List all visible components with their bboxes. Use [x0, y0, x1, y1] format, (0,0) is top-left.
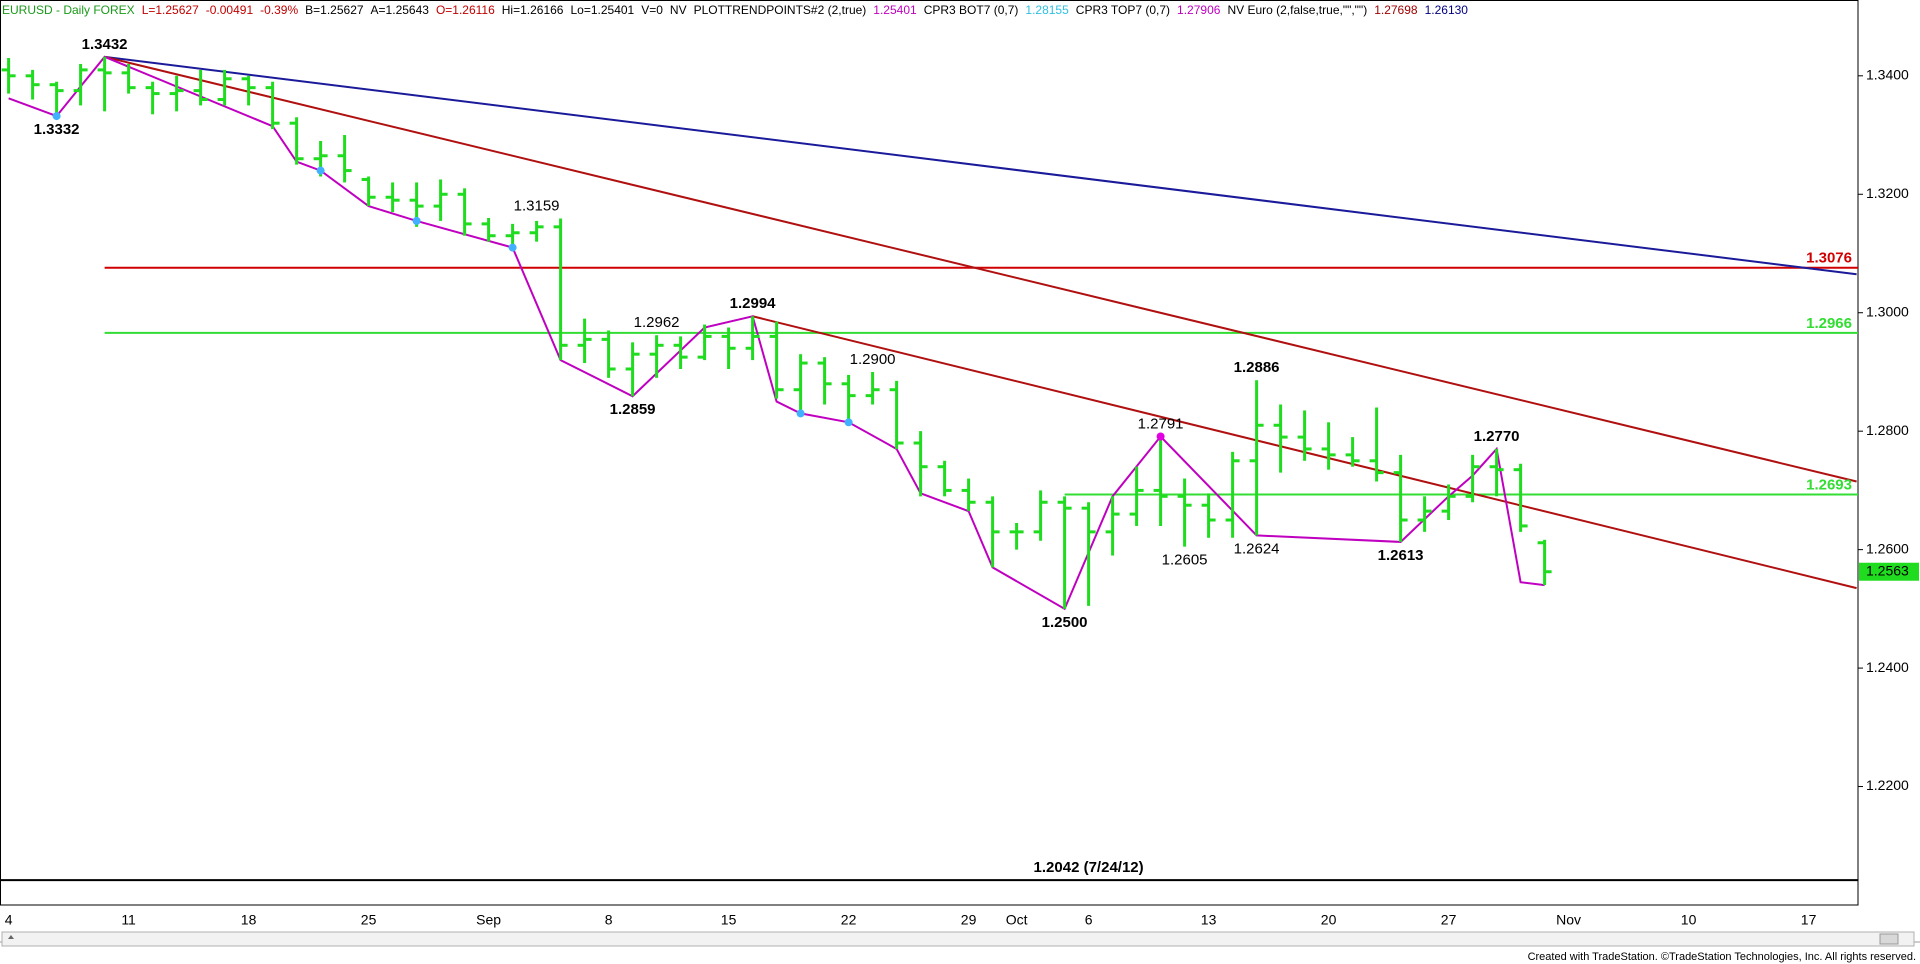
scroll-thumb[interactable]	[1879, 933, 1899, 945]
annotation: 1.2859	[610, 401, 656, 418]
header-item: PLOTTRENDPOINTS#2 (2,true)	[694, 3, 867, 17]
header-item: NV Euro (2,false,true,"","")	[1227, 3, 1367, 17]
pivot-point	[796, 409, 805, 418]
x-tick-label: Oct	[1006, 912, 1028, 928]
line	[104, 55, 1857, 276]
x-tick-label: 11	[121, 912, 136, 928]
level-label: 1.3076	[1806, 250, 1852, 267]
overlay: EURUSD - Daily FOREX L=1.25627 -0.00491 -0.…	[2, 3, 1919, 928]
annotation: 1.3159	[514, 198, 560, 215]
scroll-track[interactable]	[1, 931, 1915, 947]
annotation: 1.2886	[1234, 359, 1280, 376]
header-item: 1.27906	[1177, 3, 1221, 17]
y-tick-label: 1.3400	[1866, 67, 1909, 83]
last-price-label: 1.2563	[1866, 562, 1909, 578]
header-item: -0.00491	[206, 3, 254, 17]
annotation: 1.2624	[1234, 540, 1280, 557]
y-tick-label: 1.3000	[1866, 303, 1909, 319]
header-item: 1.26130	[1425, 3, 1469, 17]
plot-frame	[0, 0, 1859, 906]
annotation: 1.2605	[1162, 552, 1208, 569]
header-item: Hi=1.26166	[502, 3, 564, 17]
pivot-point	[412, 216, 421, 225]
header-item: B=1.25627	[305, 3, 364, 17]
y-tick-label: 1.2800	[1866, 422, 1909, 438]
header-item: A=1.25643	[371, 3, 430, 17]
level-label: 1.2966	[1806, 315, 1852, 332]
header: EURUSD - Daily FOREX L=1.25627 -0.00491 -0.…	[2, 3, 1468, 17]
x-tick-label: 25	[361, 912, 377, 928]
header-item: 1.25401	[873, 3, 917, 17]
header-item: -0.39%	[260, 3, 298, 17]
x-tick-label: 4	[5, 912, 13, 928]
header-item: CPR3 TOP7 (0,7)	[1076, 3, 1170, 17]
annotation: 1.2500	[1042, 614, 1088, 631]
x-tick-label: 8	[605, 912, 613, 928]
annotation: 1.2791	[1138, 415, 1184, 432]
pivot-point	[1156, 432, 1165, 441]
scrollbar[interactable]	[1, 931, 1915, 947]
annotation: 1.2613	[1378, 547, 1424, 564]
footer: Created with TradeStation. ©TradeStation…	[1528, 951, 1916, 963]
line	[8, 55, 1545, 611]
x-tick-label: 29	[961, 912, 977, 928]
header-item: Lo=1.25401	[570, 3, 634, 17]
y-tick-label: 1.2200	[1866, 777, 1909, 793]
x-tick-label: 13	[1201, 912, 1217, 928]
y-tick-label: 1.2600	[1866, 540, 1909, 556]
header-item: O=1.26116	[436, 3, 495, 17]
pivot-point	[508, 243, 517, 252]
x-tick-label: 6	[1085, 912, 1093, 928]
pivot-point	[316, 166, 325, 175]
plot-area	[0, 55, 1858, 882]
annotation: 1.2994	[730, 295, 777, 312]
header-item: 1.27698	[1374, 3, 1418, 17]
line	[104, 55, 1857, 483]
annotation: 1.2962	[634, 314, 680, 331]
level-label: 1.2693	[1806, 477, 1852, 494]
annotation: 1.2042 (7/24/12)	[1034, 859, 1144, 876]
annotation: 1.3432	[82, 36, 128, 53]
x-tick-label: 10	[1681, 912, 1697, 928]
last-price-box	[1859, 562, 1919, 581]
header-item: 1.28155	[1025, 3, 1069, 17]
header-item: V=0	[641, 3, 663, 17]
x-tick-label: 15	[721, 912, 737, 928]
annotation: 1.3332	[34, 121, 80, 138]
header-item: NV	[670, 3, 687, 17]
header-item: EURUSD - Daily FOREX	[2, 3, 135, 17]
scroll-arrow[interactable]	[8, 935, 14, 939]
x-tick-label: Sep	[476, 912, 501, 928]
pivot-point	[52, 112, 61, 121]
x-tick-label: 17	[1801, 912, 1817, 928]
header-item: L=1.25627	[142, 3, 199, 17]
x-tick-label: 18	[241, 912, 257, 928]
x-tick-label: 20	[1321, 912, 1337, 928]
header-item: CPR3 BOT7 (0,7)	[924, 3, 1019, 17]
y-tick-label: 1.3200	[1866, 185, 1909, 201]
x-tick-label: Nov	[1556, 912, 1581, 928]
y-tick-label: 1.2400	[1866, 659, 1909, 675]
x-tick-label: 27	[1441, 912, 1457, 928]
x-tick-label: 22	[841, 912, 857, 928]
pivot-point	[844, 418, 853, 427]
annotation: 1.2900	[850, 351, 896, 368]
annotation: 1.2770	[1474, 428, 1520, 445]
